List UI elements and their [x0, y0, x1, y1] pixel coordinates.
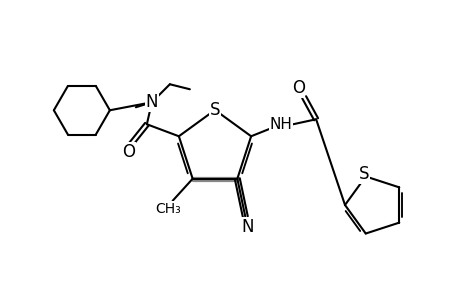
Text: O: O [122, 143, 135, 161]
Text: S: S [358, 166, 368, 184]
Text: S: S [209, 101, 220, 119]
Text: O: O [291, 79, 304, 97]
Text: N: N [241, 218, 253, 236]
Text: NH: NH [269, 117, 292, 132]
Text: N: N [146, 93, 158, 111]
Text: CH₃: CH₃ [154, 202, 180, 216]
